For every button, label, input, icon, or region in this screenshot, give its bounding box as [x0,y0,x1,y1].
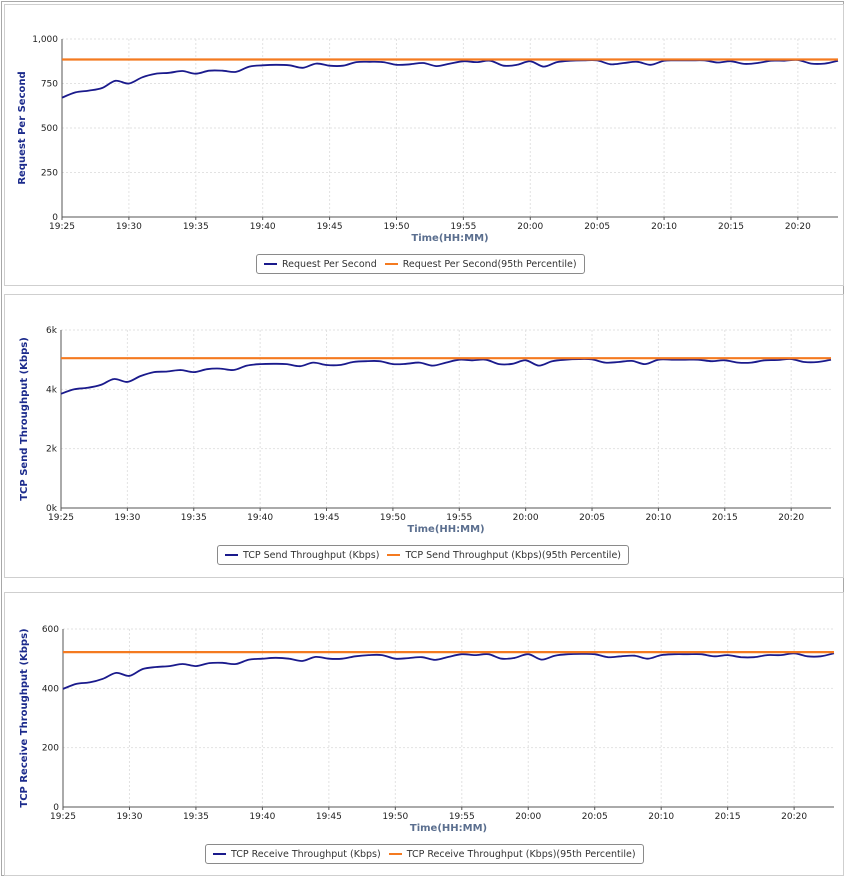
legend-tcp-receive: TCP Receive Throughput (Kbps) TCP Receive… [205,844,644,864]
x-tick-label: 19:25 [49,222,75,232]
y-tick-label: 0 [53,803,59,813]
legend-label: TCP Receive Throughput (Kbps)(95th Perce… [406,848,636,860]
legend-label: Request Per Second(95th Percentile) [402,258,577,270]
x-tick-label: 19:35 [181,513,207,523]
x-tick-label: 19:30 [116,222,142,232]
x-tick-label: 19:25 [48,513,74,523]
y-tick-label: 4k [46,385,58,395]
x-tick-label: 19:55 [446,513,472,523]
x-tick-label: 19:50 [380,513,406,523]
y-tick-label: 2k [46,445,58,455]
chart-panel-tcp-send: 0k 2k 4k 6k 19:25 19:30 19:35 19:40 19:45 19:50 19… [4,294,844,578]
x-tick-label: 19:50 [382,812,408,822]
x-tick-label: 19:35 [183,812,209,822]
legend-swatch [387,554,401,556]
x-tick-label: 19:45 [314,513,340,523]
x-tick-label: 20:10 [651,222,677,232]
legend-tcp-send: TCP Send Throughput (Kbps) TCP Send Throu… [217,545,630,565]
y-tick-label: 6k [46,326,58,336]
x-tick-label: 19:55 [449,812,475,822]
x-tick-label: 20:15 [712,513,738,523]
chart-panel-requests: 0 250 500 750 1,000 19:25 19:30 19:35 19:40 19:45… [4,4,844,286]
y-tick-label: 250 [41,169,58,179]
legend-swatch [384,263,398,265]
legend-requests: Request Per Second Request Per Second(95t… [256,254,585,274]
x-tick-label: 20:10 [645,513,671,523]
x-axis-label: Time(HH:MM) [410,823,487,834]
legend-item[interactable]: TCP Send Throughput (Kbps)(95th Percenti… [387,550,621,561]
legend-swatch [264,263,277,265]
x-tick-label: 20:20 [778,513,804,523]
x-tick-label: 19:40 [250,222,276,232]
y-tick-label: 500 [41,124,58,134]
x-tick-label: 19:35 [183,222,209,232]
chart-tcp-receive-throughput: 0 200 400 600 19:25 19:30 19:35 19:40 19:45 19:50… [19,625,835,834]
legend-item[interactable]: Request Per Second(95th Percentile) [384,258,577,270]
x-tick-label: 20:15 [715,812,741,822]
legend-item[interactable]: Request Per Second [264,259,377,270]
legend-label: TCP Send Throughput (Kbps) [243,549,380,561]
legend-label: TCP Send Throughput (Kbps)(95th Percenti… [405,549,622,561]
x-tick-label: 20:10 [648,812,674,822]
y-tick-label: 200 [42,744,59,754]
y-tick-label: 750 [41,80,58,90]
x-tick-label: 20:00 [517,222,543,232]
x-tick-label: 19:55 [450,222,476,232]
x-tick-label: 20:20 [785,222,811,232]
chart-tcp-send-throughput: 0k 2k 4k 6k 19:25 19:30 19:35 19:40 19:45 19:50 19… [19,326,832,535]
x-tick-label: 19:40 [249,812,275,822]
x-tick-label: 20:05 [579,513,605,523]
y-tick-label: 0k [46,504,58,514]
x-axis-label: Time(HH:MM) [411,233,488,244]
series-line [62,652,835,690]
y-tick-label: 0 [52,213,58,223]
series-line [60,358,832,395]
x-tick-label: 19:45 [317,222,343,232]
x-tick-label: 20:05 [584,222,610,232]
chart-requests-per-second: 0 250 500 750 1,000 19:25 19:30 19:35 19:40 19:45… [17,35,839,244]
y-axis-label: Request Per Second [17,71,28,184]
x-tick-label: 20:00 [515,812,541,822]
chart-panel-tcp-receive: 0 200 400 600 19:25 19:30 19:35 19:40 19:45 19:50… [4,592,844,876]
x-tick-label: 19:25 [50,812,76,822]
y-tick-label: 600 [42,625,59,635]
x-tick-label: 20:15 [718,222,744,232]
y-tick-label: 1,000 [32,35,58,45]
y-axis-label: TCP Send Throughput (Kbps) [19,337,30,501]
legend-label: TCP Receive Throughput (Kbps) [231,848,381,860]
y-tick-label: 400 [42,684,59,694]
x-tick-label: 19:30 [116,812,142,822]
x-tick-label: 19:40 [247,513,273,523]
x-tick-label: 20:00 [513,513,539,523]
legend-item[interactable]: TCP Receive Throughput (Kbps) [213,849,381,860]
x-tick-label: 19:45 [316,812,342,822]
legend-swatch [225,554,238,556]
x-tick-label: 19:30 [114,513,140,523]
x-axis-label: Time(HH:MM) [407,524,484,535]
legend-label: Request Per Second [282,258,377,270]
y-axis-label: TCP Receive Throughput (Kbps) [19,628,30,807]
legend-item[interactable]: TCP Receive Throughput (Kbps)(95th Perce… [388,848,636,860]
legend-swatch [388,853,402,855]
x-tick-label: 20:20 [781,812,807,822]
legend-item[interactable]: TCP Send Throughput (Kbps) [225,550,379,561]
x-tick-label: 20:05 [582,812,608,822]
series-line [61,58,839,99]
legend-swatch [213,853,226,855]
x-tick-label: 19:50 [384,222,410,232]
